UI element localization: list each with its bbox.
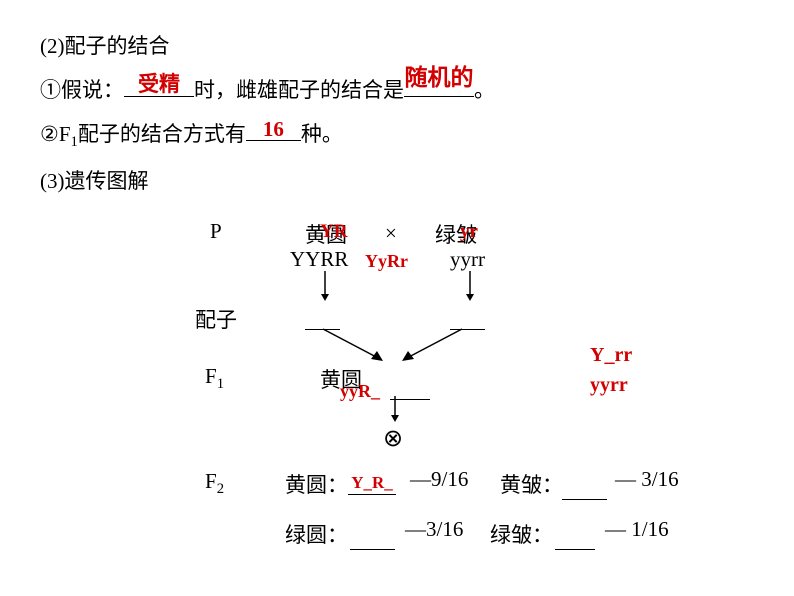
f2-huangyuan: 黄圆： xyxy=(285,469,348,499)
l2-mid: 时，雌雄配子的结合是 xyxy=(194,78,404,102)
cross-symbol: × xyxy=(385,221,397,246)
label-peizi: 配子 xyxy=(195,304,237,334)
label-F2: F2 xyxy=(205,469,224,498)
ratio-3-16a: — 3/16 xyxy=(615,467,679,492)
l2-end: 。 xyxy=(474,78,495,102)
label-yr-red: yr xyxy=(460,221,478,243)
f2-huangzhou: 黄皱： xyxy=(500,469,563,499)
genetics-diagram: P 黄圆 YR × 绿皱 yr YYRR YyRr yyrr 配子 F1 黄圆 … xyxy=(190,209,794,569)
label-F1: F1 xyxy=(205,364,224,393)
label-YyRr-red: YyRr xyxy=(365,251,408,272)
blank-f2-d xyxy=(555,524,595,550)
arrow-selfcross xyxy=(385,394,405,424)
arrow-diag-right xyxy=(390,327,470,367)
fill-16: 16 xyxy=(263,117,284,142)
label-YR-red: YR xyxy=(320,221,347,243)
l3-end: 种。 xyxy=(301,122,343,146)
arrow-down-left xyxy=(315,269,335,304)
line-3: ②F1配子的结合方式有 16 种。 xyxy=(40,118,754,151)
arrow-diag-left xyxy=(315,327,395,367)
l3-mid: 配子的结合方式有 xyxy=(78,122,246,146)
l2-pre: ①假说： xyxy=(40,78,124,102)
blank-f2-a: Y_R_ xyxy=(348,469,396,495)
arrow-down-right xyxy=(460,269,480,304)
ratio-3-16b: —3/16 xyxy=(405,517,463,542)
ratio-1-16: — 1/16 xyxy=(605,517,669,542)
label-yyR-red: yyR_ xyxy=(340,381,380,402)
l3-pre: ②F xyxy=(40,122,71,146)
label-Y_rr: Y_rr xyxy=(590,344,632,367)
f2-lvyuan: 绿圆： xyxy=(285,519,348,549)
blank-f2-b xyxy=(562,474,607,500)
label-P: P xyxy=(210,219,222,244)
f2-lvzhou: 绿皱： xyxy=(490,519,553,549)
label-yyrr2: yyrr xyxy=(590,374,628,397)
line-4: (3)遗传图解 xyxy=(40,165,754,195)
blank-f2-c xyxy=(350,524,395,550)
fill-suijide: 随机的 xyxy=(405,58,474,92)
line-2: ①假说：受精时，雌雄配子的结合是随机的。 xyxy=(40,74,754,104)
ratio-9-16: —9/16 xyxy=(410,467,468,492)
selfcross-symbol: ⊗ xyxy=(383,424,403,453)
fill-shoujing: 受精 xyxy=(138,68,180,98)
l3-sub: 1 xyxy=(71,134,78,150)
line-1: (2)配子的结合 xyxy=(40,30,754,60)
